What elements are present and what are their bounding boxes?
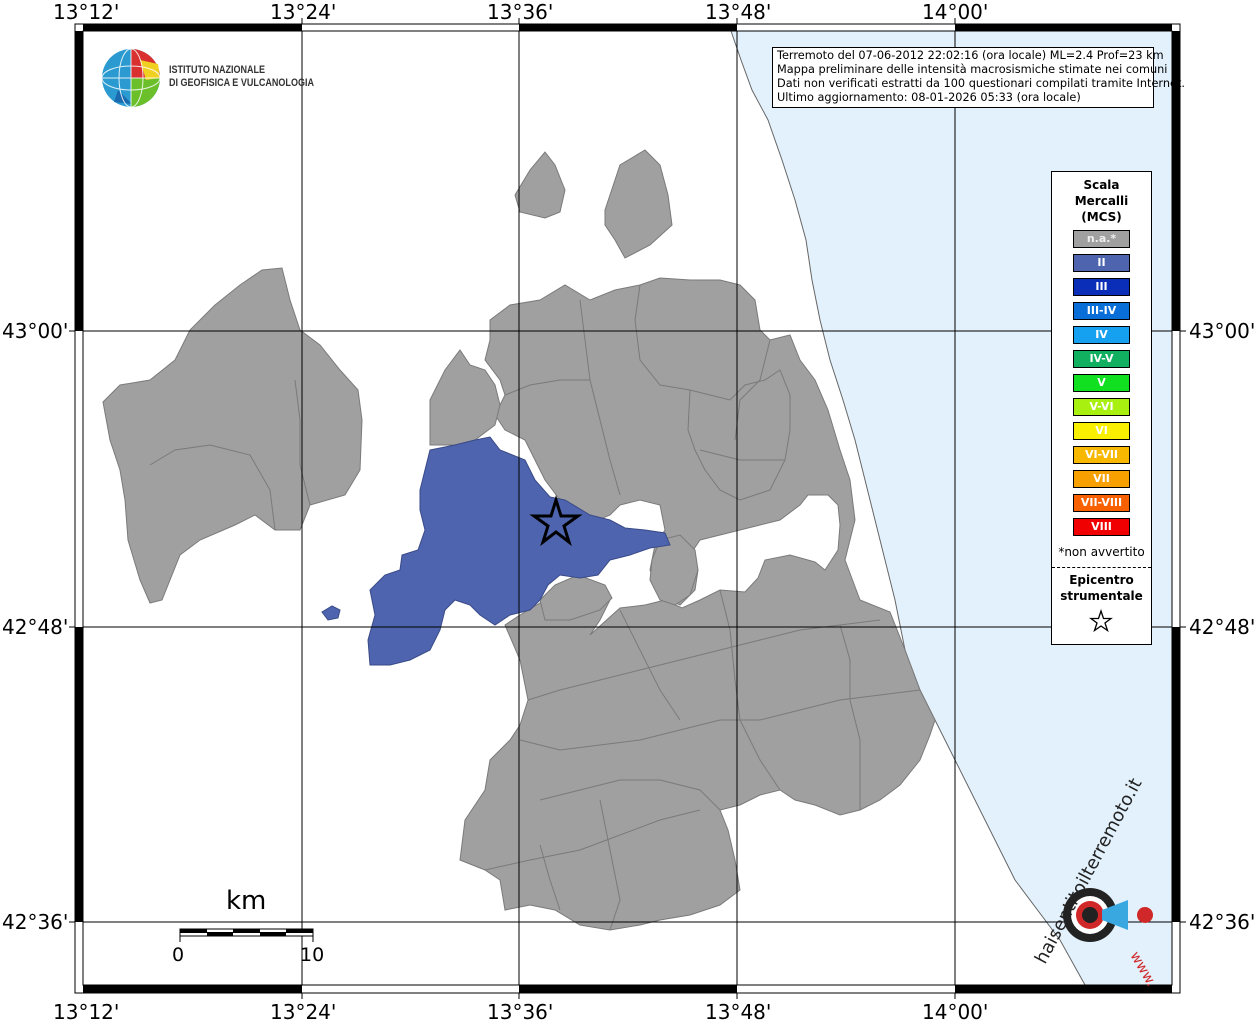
lon-label-3: 13°36' xyxy=(487,0,554,24)
lon-label-bottom-5: 14°00' xyxy=(922,1000,989,1024)
haisentito-logo xyxy=(1063,888,1153,942)
municipality-small-east xyxy=(649,534,699,606)
event-info-line-4: Ultimo aggiornamento: 08-01-2026 05:33 (… xyxy=(777,91,1081,104)
lon-label-5: 14°00' xyxy=(922,0,989,24)
legend-title-3: (MCS) xyxy=(1081,210,1122,224)
ingv-logo-globe xyxy=(101,48,161,108)
lon-label-bottom-1: 13°12' xyxy=(53,1000,120,1024)
legend-item: VI-VII xyxy=(1073,446,1130,464)
municipality-south-central xyxy=(539,574,613,621)
event-info-line-2: Mappa preliminare delle intensità macros… xyxy=(777,63,1168,76)
mcs-legend: Scala Mercalli (MCS) n.a.* II III III-IV IV I… xyxy=(1051,171,1152,645)
legend-note: *non avvertito xyxy=(1058,545,1145,559)
legend-item: IV-V xyxy=(1073,350,1130,368)
legend-item: III xyxy=(1073,278,1130,296)
ingv-line-1: ISTITUTO NAZIONALE xyxy=(169,64,266,76)
municipalities-grey xyxy=(102,149,936,931)
legend-epicenter-2: strumentale xyxy=(1060,589,1143,603)
municipality-north-2 xyxy=(604,149,673,259)
legend-item: VII-VIII xyxy=(1073,494,1130,512)
epicenter-star xyxy=(529,494,583,547)
intensity-II-islet xyxy=(321,605,341,621)
lon-label-bottom-3: 13°36' xyxy=(487,1000,554,1024)
legend-item: n.a.* xyxy=(1073,230,1130,248)
ingv-logo-text: ISTITUTO NAZIONALE DI GEOFISICA E VULCAN… xyxy=(169,64,314,90)
lon-label-bottom-4: 13°48' xyxy=(705,1000,772,1024)
lon-label-4: 13°48' xyxy=(705,0,772,24)
legend-epicenter-1: Epicentro xyxy=(1069,573,1134,587)
lat-label-right-1: 43°00' xyxy=(1189,319,1254,343)
event-info-line-3: Dati non verificati estratti da 100 ques… xyxy=(777,77,1186,90)
legend-item: VII xyxy=(1073,470,1130,488)
legend-item: VI xyxy=(1073,422,1130,440)
legend-title-2: Mercalli xyxy=(1074,194,1129,208)
legend-item: V-VI xyxy=(1073,398,1130,416)
legend-epicenter-label: Epicentro strumentale xyxy=(1052,572,1151,604)
scale-end-label: 10 xyxy=(300,944,325,966)
map-frame xyxy=(69,18,1186,999)
graticule xyxy=(83,31,1172,985)
event-info-box: Terremoto del 07-06-2012 22:02:16 (ora l… xyxy=(772,47,1186,108)
lat-label-right-2: 42°48' xyxy=(1189,615,1254,639)
scale-unit-label: km xyxy=(226,886,267,916)
municipality-area-west xyxy=(102,267,363,604)
lat-label-left-3: 42°36' xyxy=(2,910,69,934)
legend-item: V xyxy=(1073,374,1130,392)
municipal-borders xyxy=(149,284,921,931)
lon-label-1: 13°12' xyxy=(53,0,120,24)
legend-title: Scala Mercalli (MCS) xyxy=(1052,177,1151,225)
legend-item: III-IV xyxy=(1073,302,1130,320)
scale-start-label: 0 xyxy=(172,944,185,966)
legend-title-1: Scala xyxy=(1083,178,1120,192)
municipality-north-west xyxy=(429,349,501,446)
legend-item: II xyxy=(1073,254,1130,272)
event-info-line-1: Terremoto del 07-06-2012 22:02:16 (ora l… xyxy=(777,49,1164,62)
lat-label-left-1: 43°00' xyxy=(2,319,69,343)
legend-separator xyxy=(1052,567,1151,568)
ingv-line-2: DI GEOFISICA E VULCANOLOGIA xyxy=(169,77,314,89)
legend-item: VIII xyxy=(1073,518,1130,536)
lat-label-left-2: 42°48' xyxy=(2,615,69,639)
lon-label-2: 13°24' xyxy=(270,0,337,24)
municipality-north-1 xyxy=(514,151,566,219)
legend-star-icon xyxy=(1089,609,1113,633)
lat-label-right-3: 42°36' xyxy=(1189,910,1254,934)
scale-bar xyxy=(179,928,314,942)
legend-item: IV xyxy=(1073,326,1130,344)
lon-label-bottom-2: 13°24' xyxy=(270,1000,337,1024)
